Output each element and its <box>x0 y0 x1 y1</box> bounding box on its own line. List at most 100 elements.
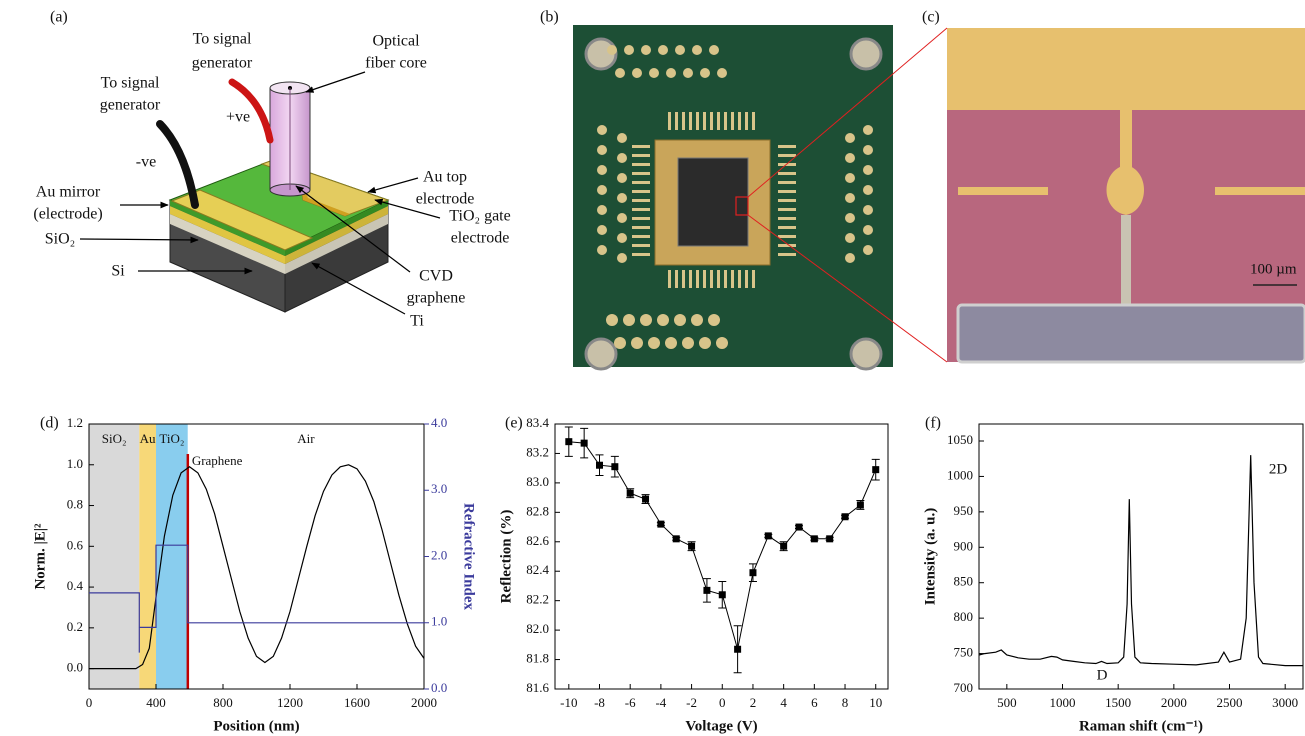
finger <box>724 112 727 130</box>
y-tick-label: 900 <box>954 538 974 553</box>
data-point <box>764 532 772 540</box>
finger <box>696 112 699 130</box>
finger <box>632 199 650 202</box>
x-tick-label: 2000 <box>1161 695 1187 710</box>
finger <box>703 112 706 130</box>
data-line <box>89 464 425 670</box>
panel-label: (d) <box>40 415 59 432</box>
annotation: Ti <box>410 313 424 330</box>
x-tick-label: -8 <box>594 695 605 710</box>
sio2-layer <box>170 214 285 274</box>
zoom-box <box>735 196 749 216</box>
finger <box>689 112 692 130</box>
finger <box>668 270 671 288</box>
annotation: To signal <box>101 75 160 92</box>
y-tick-label: 82.4 <box>526 562 549 577</box>
pad <box>617 133 627 143</box>
graphene-channel <box>1121 215 1131 307</box>
finger <box>632 172 650 175</box>
finger <box>632 208 650 211</box>
y-axis-label: Norm. |E|² <box>32 523 48 590</box>
data-point <box>565 438 573 446</box>
finger <box>632 181 650 184</box>
x-tick-label: -2 <box>686 695 697 710</box>
x-tick-label: 800 <box>213 695 233 710</box>
annotation: Si <box>111 263 125 280</box>
pad <box>597 125 607 135</box>
finger <box>696 270 699 288</box>
y2-tick-label: 2.0 <box>431 547 447 562</box>
finger <box>778 172 796 175</box>
annotation: Au mirror <box>36 184 101 201</box>
pad <box>700 68 710 78</box>
finger <box>632 154 650 157</box>
region-label: Au <box>140 431 156 446</box>
pad <box>845 233 855 243</box>
y-tick-label: 82.6 <box>526 533 549 548</box>
pad <box>863 225 873 235</box>
block-edge <box>285 200 388 256</box>
finger <box>778 235 796 238</box>
y-tick-label: 81.8 <box>526 651 549 666</box>
pad <box>597 165 607 175</box>
x-tick-label: 2000 <box>411 695 437 710</box>
side-electrode <box>1215 187 1305 195</box>
data-point <box>872 466 880 474</box>
x-axis-label: Voltage (V) <box>685 718 757 734</box>
pad <box>845 213 855 223</box>
region-label: SiO₂ <box>102 431 127 446</box>
electrode-tip <box>1106 165 1144 215</box>
annotation: -ve <box>136 154 156 171</box>
pad <box>674 314 686 326</box>
panel-a: (a) <box>33 9 510 330</box>
pad <box>657 314 669 326</box>
pad <box>845 193 855 203</box>
pad <box>606 314 618 326</box>
finger <box>703 270 706 288</box>
finger <box>689 270 692 288</box>
pad <box>863 165 873 175</box>
finger <box>738 112 741 130</box>
x-tick-label: 6 <box>811 695 818 710</box>
x-axis-label: Raman shift (cm⁻¹) <box>1079 718 1203 734</box>
pad <box>632 68 642 78</box>
pad <box>682 337 694 349</box>
data-line <box>89 544 424 653</box>
y2-tick-label: 3.0 <box>431 481 447 496</box>
y-tick-label: 83.0 <box>526 474 549 489</box>
panel-label: (c) <box>922 9 940 26</box>
pad <box>640 314 652 326</box>
y-tick-label: 83.4 <box>526 415 549 430</box>
pad <box>708 314 720 326</box>
x-tick-label: 1500 <box>1105 695 1131 710</box>
data-point <box>703 586 711 594</box>
annotation: Au top <box>423 169 467 186</box>
data-point <box>826 535 834 543</box>
negative-wire <box>156 120 199 209</box>
finger <box>675 112 678 130</box>
data-point <box>596 461 604 469</box>
finger <box>682 270 685 288</box>
annotation: generator <box>192 55 253 72</box>
pad <box>615 68 625 78</box>
sio2-layer <box>285 214 388 274</box>
pad <box>863 245 873 255</box>
finger <box>632 145 650 148</box>
annotation: (electrode) <box>33 206 102 223</box>
y-tick-label: 82.2 <box>526 592 549 607</box>
chip <box>677 157 749 247</box>
y-tick-label: 81.6 <box>526 680 549 695</box>
finger <box>717 270 720 288</box>
finger <box>745 112 748 130</box>
pad <box>617 173 627 183</box>
annotation: CVD <box>419 268 453 285</box>
bottom-pad <box>956 303 1305 364</box>
plot-frame <box>554 423 889 690</box>
pad <box>597 205 607 215</box>
pad <box>597 225 607 235</box>
panel-c: (c) 100 µm <box>747 9 1305 364</box>
pad <box>683 68 693 78</box>
data-point <box>657 520 665 528</box>
data-point <box>642 495 650 503</box>
